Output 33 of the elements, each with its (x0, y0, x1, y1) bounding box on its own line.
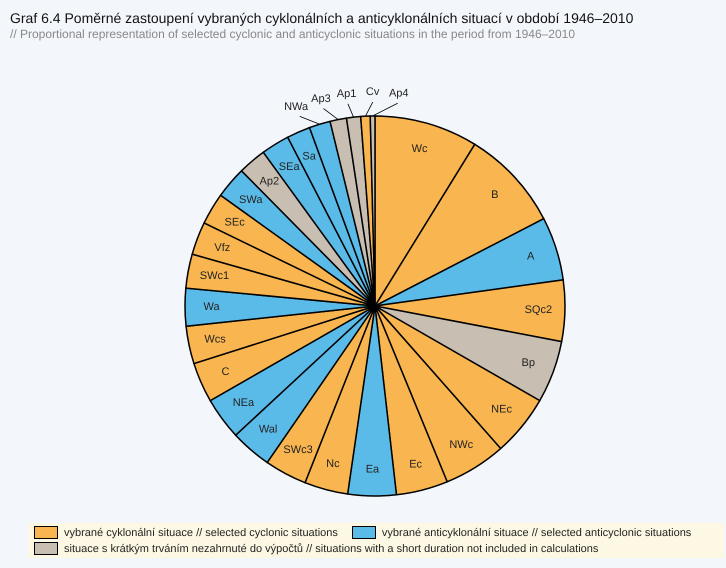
text: vybrané anticyklonální situace // selected anticyclonic situations (382, 526, 692, 538)
slice-label: B (491, 188, 498, 201)
slice-label: SWc1 (200, 270, 230, 282)
slice-label: Bp (521, 356, 535, 369)
slice-label: A (527, 250, 536, 262)
slice-label: Vfz (214, 242, 230, 254)
slice-label: Nc (326, 458, 340, 470)
slice-label: NWc (449, 438, 474, 451)
slice-label: SEc (224, 216, 246, 228)
slice-label: C (221, 366, 230, 378)
slice-label: Cv (366, 86, 380, 98)
slice-label: SWc3 (283, 444, 313, 456)
slice-label: Ea (366, 463, 380, 476)
chart-subtitle: // Proportional representation of selected cyclonic and anticyclonic situations in the period from 1946–2010 (10, 27, 576, 41)
slice-label: Wcs (204, 334, 226, 346)
slice-label: SEa (278, 160, 300, 173)
slice-label: Ec (409, 458, 423, 470)
text: situace s krátkým trváním nezahrnuté do výpočtů // situations with a short duration not included in calculations (64, 542, 598, 554)
slice-label: Sa (302, 150, 317, 162)
slice-label: Wc (412, 142, 428, 155)
slice-label: Wa (204, 301, 221, 314)
chart-title: Graf 6.4 Poměrné zastoupení vybraných cyklonálních a anticyklonálních situací v období 1946–2010 (10, 10, 634, 26)
slice-label: SQc2 (524, 304, 552, 316)
slice-label: Wal (258, 424, 278, 436)
slice-label: Ap2 (259, 175, 280, 188)
slice-label: SWa (239, 194, 264, 206)
slice-label: NEa (232, 396, 255, 409)
slice-label: NEc (491, 403, 512, 416)
slice-label: Ap4 (388, 87, 409, 100)
slice-label: NWa (284, 101, 310, 114)
slice-label: Ap3 (311, 92, 331, 105)
text: vybrané cyklonální situace // selected cyclonic situations (64, 526, 338, 538)
slice-label: Ap1 (336, 88, 356, 100)
